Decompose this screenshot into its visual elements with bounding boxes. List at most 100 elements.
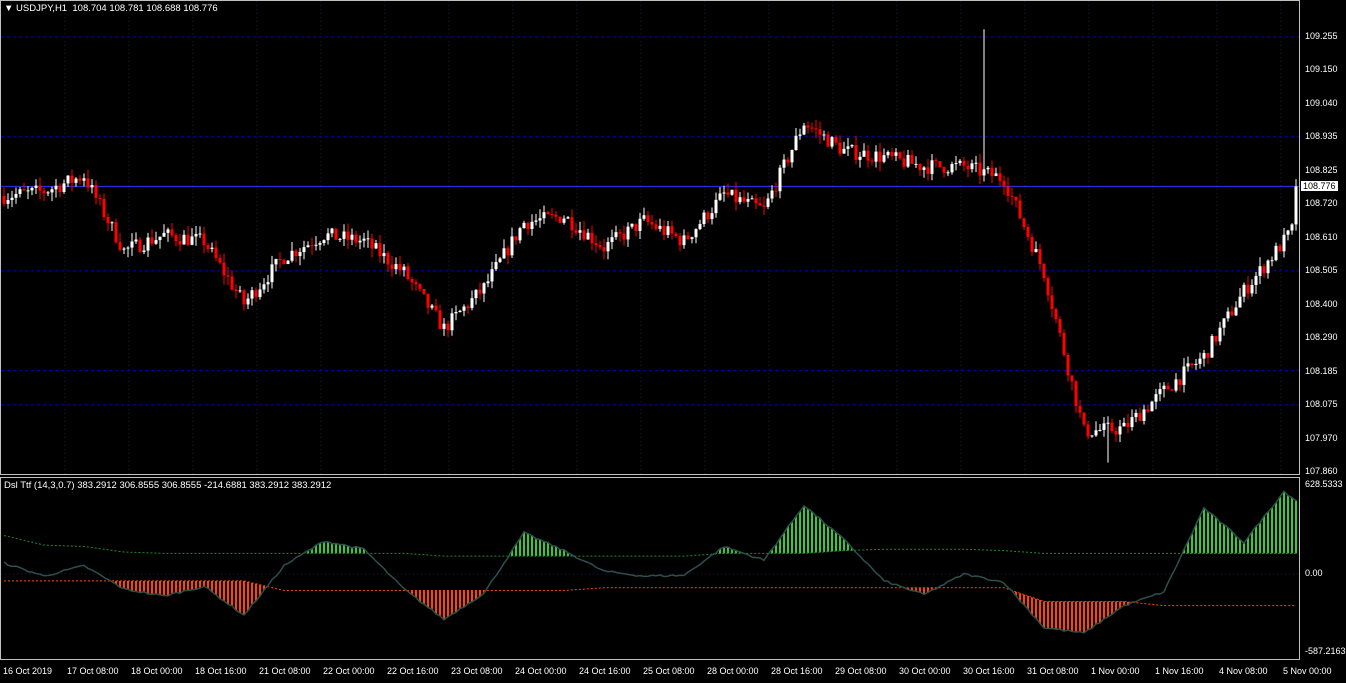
candle-body <box>306 245 310 248</box>
candle-body <box>1026 227 1030 238</box>
candle-body <box>718 193 722 200</box>
price-tick: 109.255 <box>1305 31 1338 41</box>
candle-body <box>1058 319 1062 333</box>
time-tick: 23 Oct 08:00 <box>451 666 503 676</box>
candle-body <box>1134 412 1138 418</box>
candle-body <box>790 149 794 163</box>
candle-body <box>798 134 802 136</box>
candle-body <box>742 197 746 202</box>
candle-body <box>346 231 350 240</box>
candle-body <box>778 167 782 192</box>
candle-body <box>1162 385 1166 390</box>
price-tick: 107.860 <box>1305 465 1338 476</box>
candle-body <box>1194 363 1198 366</box>
candle-body <box>974 162 978 164</box>
candle-body <box>266 282 270 285</box>
time-tick: 22 Oct 00:00 <box>323 666 375 676</box>
price-chart-pane[interactable] <box>0 0 1300 475</box>
candle-body <box>430 305 434 308</box>
candle-body <box>254 290 258 297</box>
candle-body <box>826 134 830 147</box>
candle-body <box>1294 186 1298 225</box>
candle-body <box>422 288 426 294</box>
price-tick: 109.040 <box>1305 97 1338 108</box>
candle-body <box>98 197 102 199</box>
time-tick: 1 Nov 16:00 <box>1155 666 1204 676</box>
candle-body <box>302 247 306 253</box>
candle-body <box>722 192 726 194</box>
triangle-down-icon[interactable]: ▼ <box>4 3 14 14</box>
candle-body <box>570 217 574 231</box>
time-tick: 18 Oct 00:00 <box>131 666 183 676</box>
candle-body <box>122 248 126 250</box>
candle-body <box>86 178 90 188</box>
chart-header: ▼ USDJPY,H1 108.704 108.781 108.688 108.… <box>4 3 218 14</box>
candle-body <box>1242 284 1246 297</box>
candle-body <box>1082 412 1086 425</box>
candle-body <box>242 290 246 305</box>
candle-body <box>710 213 714 220</box>
candlestick-chart[interactable] <box>1 1 1299 474</box>
candle-body <box>1166 385 1170 390</box>
candle-body <box>1182 366 1186 385</box>
candle-body <box>1178 379 1182 385</box>
candle-body <box>814 128 818 130</box>
candle-body <box>922 167 926 170</box>
candle-body <box>634 223 638 232</box>
candle-body <box>870 160 874 162</box>
candle-body <box>250 290 254 299</box>
candle-body <box>1130 417 1134 428</box>
candle-body <box>1254 275 1258 285</box>
candle-body <box>186 234 190 245</box>
candle-body <box>338 238 342 240</box>
candle-body <box>282 259 286 265</box>
indicator-axis-zero: 0.00 <box>1305 568 1323 578</box>
candle-body <box>782 159 786 168</box>
candle-body <box>1022 218 1026 228</box>
price-tick: 108.505 <box>1305 265 1338 276</box>
indicator-pane[interactable] <box>0 477 1300 660</box>
candle-body <box>1118 426 1122 435</box>
candle-body <box>1218 327 1222 342</box>
candle-body <box>1062 332 1066 355</box>
candle-body <box>566 217 570 219</box>
candle-body <box>594 243 598 246</box>
candle-body <box>994 173 998 177</box>
candle-body <box>118 242 122 250</box>
candle-body <box>1230 311 1234 316</box>
candle-body <box>374 243 378 249</box>
candle-body <box>58 185 62 192</box>
candle-body <box>394 264 398 270</box>
time-tick: 5 Nov 00:00 <box>1283 666 1332 676</box>
candle-body <box>750 198 754 200</box>
candle-body <box>38 185 42 191</box>
candle-body <box>66 175 70 184</box>
candle-body <box>370 238 374 249</box>
candle-body <box>846 146 850 149</box>
candle-body <box>1202 353 1206 359</box>
candle-body <box>934 160 938 162</box>
candle-body <box>810 127 814 129</box>
candle-body <box>26 190 30 192</box>
candle-body <box>838 142 842 154</box>
candle-body <box>1030 237 1034 252</box>
candle-body <box>1274 245 1278 261</box>
candle-body <box>694 229 698 238</box>
candle-body <box>410 279 414 283</box>
indicator-chart[interactable] <box>1 478 1299 659</box>
candle-body <box>218 258 222 263</box>
candle-body <box>614 232 618 238</box>
candle-body <box>1222 318 1226 328</box>
candle-body <box>802 125 806 135</box>
candle-body <box>390 264 394 270</box>
candle-body <box>1046 278 1050 296</box>
candle-body <box>226 275 230 277</box>
candle-body <box>94 185 98 198</box>
candle-body <box>294 250 298 256</box>
candle-body <box>318 243 322 245</box>
candle-body <box>958 160 962 164</box>
candle-body <box>90 185 94 188</box>
candle-body <box>702 212 706 225</box>
candle-body <box>1002 180 1006 187</box>
candle-body <box>822 134 826 136</box>
